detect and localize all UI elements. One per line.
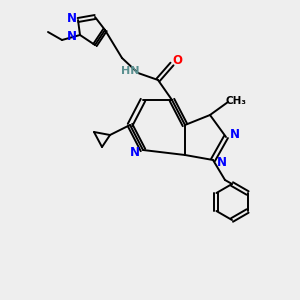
Text: O: O	[172, 53, 182, 67]
Text: N: N	[130, 146, 140, 160]
Text: N: N	[67, 11, 77, 25]
Text: HN: HN	[121, 66, 139, 76]
Text: N: N	[217, 155, 227, 169]
Text: CH₃: CH₃	[226, 96, 247, 106]
Text: N: N	[230, 128, 240, 142]
Text: N: N	[67, 31, 77, 44]
